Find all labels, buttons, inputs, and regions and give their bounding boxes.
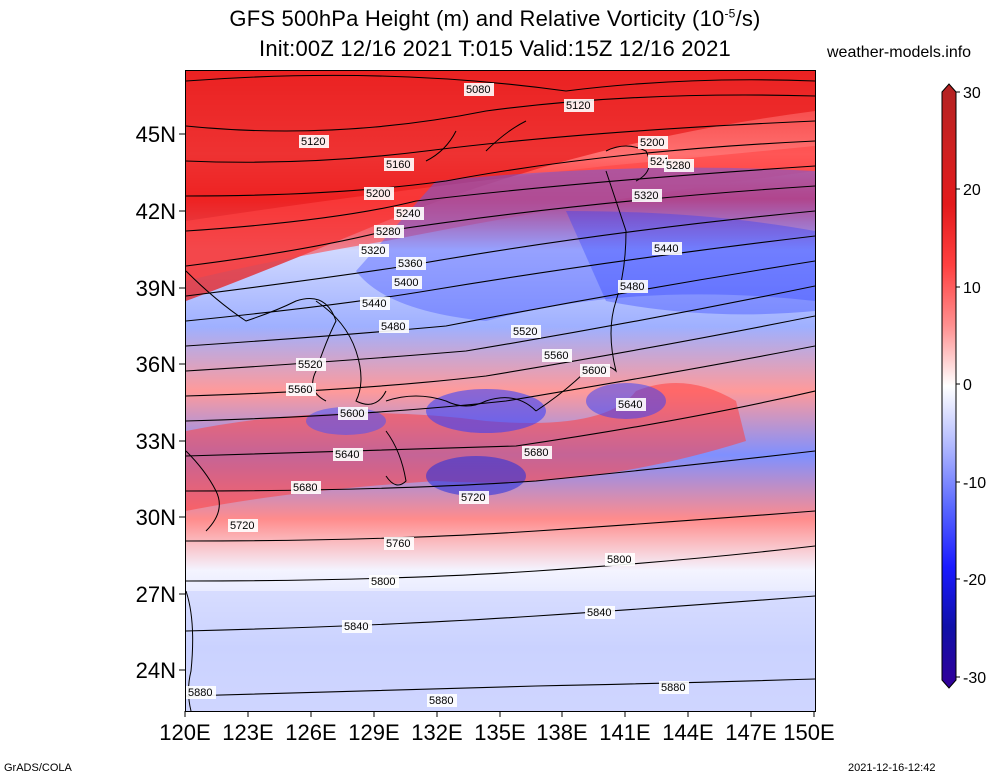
- contour-label: 5120: [566, 100, 590, 112]
- colorbar-tick-label: 20: [963, 182, 981, 199]
- colorbar-tick-label: 0: [963, 377, 972, 394]
- lon-tick-label: 135E: [474, 720, 525, 745]
- contour-label: 5720: [230, 520, 254, 532]
- lat-tick-label: 36N: [136, 352, 176, 377]
- lon-tick-label: 147E: [725, 720, 776, 745]
- contour-label: 5480: [381, 321, 405, 333]
- contour-label: 524: [650, 156, 668, 168]
- colorbar: 30 20 10 0 -10 -20 -30: [941, 83, 986, 689]
- contour-label: 5640: [618, 399, 642, 411]
- contour-label: 5880: [429, 695, 453, 707]
- contour-label: 5080: [466, 84, 490, 96]
- vorticity-field: 5080 5120 5120 5160 5200 5200 5240 524 5…: [186, 71, 815, 711]
- contour-label: 5360: [398, 258, 422, 270]
- contour-label: 5120: [301, 136, 325, 148]
- footer-timestamp: 2021-12-16-12:42: [848, 762, 936, 774]
- contour-label: 5400: [394, 277, 418, 289]
- contour-label: 5520: [298, 359, 322, 371]
- map-panel: 5080 5120 5120 5160 5200 5200 5240 524 5…: [185, 70, 816, 712]
- contour-label: 5600: [340, 408, 364, 420]
- lat-tick-label: 27N: [136, 582, 176, 607]
- lon-tick-label: 123E: [222, 720, 273, 745]
- contour-label: 5200: [366, 188, 390, 200]
- contour-label: 5880: [661, 682, 685, 694]
- contour-labels: 5080 5120 5120 5160 5200 5200 5240 524 5…: [186, 83, 694, 707]
- colorbar-tick-label: -10: [963, 475, 986, 492]
- contour-label: 5560: [288, 384, 312, 396]
- contour-label: 5440: [654, 243, 678, 255]
- lat-tick-label: 30N: [136, 505, 176, 530]
- lon-tick-label: 144E: [662, 720, 713, 745]
- colorbar-tick-label: -30: [963, 670, 986, 687]
- lon-tick-label: 138E: [536, 720, 587, 745]
- height-contours: [186, 74, 815, 697]
- contour-label: 5640: [335, 449, 359, 461]
- map-title-line1: GFS 500hPa Height (m) and Relative Vorti…: [229, 6, 761, 31]
- contour-label: 5480: [620, 281, 644, 293]
- contour-label: 5880: [188, 687, 212, 699]
- lon-tick-label: 132E: [411, 720, 462, 745]
- contour-label: 5720: [461, 492, 485, 504]
- contour-label: 5280: [666, 160, 690, 172]
- lat-tick-label: 45N: [136, 122, 176, 147]
- site-credit: weather-models.info: [827, 44, 972, 61]
- contour-label: 5840: [344, 621, 368, 633]
- lat-tick-label: 24N: [136, 658, 176, 683]
- lon-tick-label: 126E: [285, 720, 336, 745]
- lon-tick-label: 141E: [599, 720, 650, 745]
- colorbar-tick-label: 10: [963, 280, 981, 297]
- contour-label: 5800: [371, 576, 395, 588]
- contour-label: 5600: [582, 365, 606, 377]
- colorbar-tick-label: 30: [963, 85, 981, 102]
- contour-label: 5320: [634, 190, 658, 202]
- contour-label: 5520: [513, 326, 537, 338]
- contour-label: 5240: [396, 208, 420, 220]
- map-title-line2: Init:00Z 12/16 2021 T:015 Valid:15Z 12/1…: [259, 36, 731, 61]
- contour-label: 5840: [587, 607, 611, 619]
- contour-label: 5160: [386, 159, 410, 171]
- contour-label: 5320: [361, 245, 385, 257]
- lat-tick-label: 33N: [136, 429, 176, 454]
- lat-tick-label: 39N: [136, 276, 176, 301]
- lon-tick-label: 129E: [348, 720, 399, 745]
- contour-label: 5680: [524, 447, 548, 459]
- contour-label: 5760: [386, 538, 410, 550]
- contour-label: 5440: [362, 298, 386, 310]
- contour-label: 5680: [293, 482, 317, 494]
- contour-label: 5200: [640, 137, 664, 149]
- footer-software-credit: GrADS/COLA: [4, 762, 72, 774]
- colorbar-tick-label: -20: [963, 572, 986, 589]
- contour-label: 5800: [607, 554, 631, 566]
- lon-tick-label: 120E: [159, 720, 210, 745]
- contour-label: 5280: [376, 226, 400, 238]
- lon-tick-label: 150E: [783, 720, 834, 745]
- contour-label: 5560: [544, 350, 568, 362]
- lat-tick-label: 42N: [136, 199, 176, 224]
